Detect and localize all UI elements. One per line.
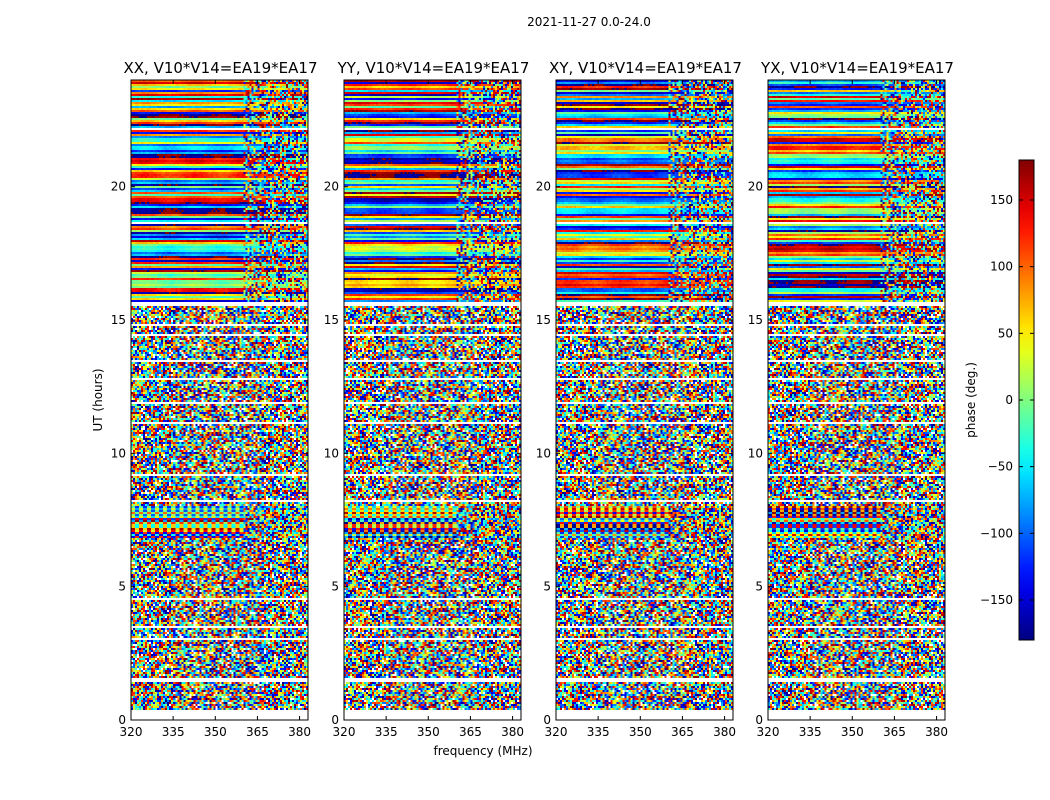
colorbar-tick-label: 0 bbox=[1005, 393, 1013, 407]
x-tick-label: 350 bbox=[629, 725, 652, 739]
panel-1: XX, V10*V14=EA19*EA17 320 335 350 365 380 0 5 10… bbox=[111, 59, 318, 739]
colorbar-tick-label: −100 bbox=[980, 526, 1013, 540]
x-tick-label: 335 bbox=[799, 725, 822, 739]
y-tick-label: 0 bbox=[543, 713, 551, 727]
panel-3: XY, V10*V14=EA19*EA17 320 335 350 365 380 0 5 10… bbox=[536, 59, 742, 739]
y-tick-label: 5 bbox=[755, 580, 763, 594]
y-tick-label: 5 bbox=[331, 580, 339, 594]
panel-frame bbox=[767, 79, 946, 721]
panel-2: YY, V10*V14=EA19*EA17 320 335 350 365 380 0 5 10… bbox=[324, 59, 530, 739]
y-tick-label: 15 bbox=[111, 313, 126, 327]
y-tick-label: 10 bbox=[748, 446, 763, 460]
y-tick-label: 0 bbox=[755, 713, 763, 727]
panel-frame bbox=[130, 79, 309, 721]
y-tick-label: 20 bbox=[324, 180, 339, 194]
y-tick-label: 10 bbox=[111, 446, 126, 460]
colorbar-tick-label: −150 bbox=[980, 593, 1013, 607]
x-tick-label: 320 bbox=[545, 725, 568, 739]
x-tick-label: 365 bbox=[671, 725, 694, 739]
y-tick-label: 10 bbox=[536, 446, 551, 460]
panel-title: YX, V10*V14=EA19*EA17 bbox=[760, 59, 954, 77]
y-tick-label: 10 bbox=[324, 446, 339, 460]
x-tick-label: 350 bbox=[204, 725, 227, 739]
colorbar-label: phase (deg.) bbox=[964, 362, 978, 438]
heatmap-1 bbox=[131, 80, 308, 720]
x-axis-label: frequency (MHz) bbox=[433, 744, 532, 758]
panel-frame bbox=[343, 79, 522, 721]
x-tick-label: 365 bbox=[459, 725, 482, 739]
x-tick-label: 380 bbox=[713, 725, 736, 739]
x-tick-label: 335 bbox=[587, 725, 610, 739]
x-tick-label: 365 bbox=[246, 725, 269, 739]
y-tick-label: 15 bbox=[324, 313, 339, 327]
panel-frame bbox=[555, 79, 734, 721]
heatmap-2 bbox=[344, 80, 521, 720]
x-tick-label: 320 bbox=[333, 725, 356, 739]
panel-title: XX, V10*V14=EA19*EA17 bbox=[123, 59, 317, 77]
y-tick-label: 15 bbox=[536, 313, 551, 327]
colorbar-tick-label: 50 bbox=[998, 326, 1013, 340]
colorbar-tick-label: 150 bbox=[990, 193, 1013, 207]
colorbar-tick-label: −50 bbox=[988, 460, 1013, 474]
x-tick-label: 365 bbox=[883, 725, 906, 739]
y-tick-label: 0 bbox=[118, 713, 126, 727]
x-tick-label: 335 bbox=[375, 725, 398, 739]
y-tick-label: 15 bbox=[748, 313, 763, 327]
colorbar-tick-label: 100 bbox=[990, 260, 1013, 274]
x-tick-label: 350 bbox=[841, 725, 864, 739]
x-tick-label: 380 bbox=[501, 725, 524, 739]
y-tick-label: 20 bbox=[536, 180, 551, 194]
y-tick-label: 20 bbox=[111, 180, 126, 194]
x-tick-label: 380 bbox=[925, 725, 948, 739]
y-axis-label: UT (hours) bbox=[91, 368, 105, 431]
x-tick-label: 320 bbox=[757, 725, 780, 739]
heatmap-4 bbox=[768, 80, 945, 720]
y-tick-label: 5 bbox=[543, 580, 551, 594]
heatmap-3 bbox=[556, 80, 733, 720]
y-tick-label: 5 bbox=[118, 580, 126, 594]
panel-4: YX, V10*V14=EA19*EA17 320 335 350 365 380 0 5 10… bbox=[748, 59, 954, 739]
x-tick-label: 335 bbox=[162, 725, 185, 739]
y-tick-label: 0 bbox=[331, 713, 339, 727]
panel-title: YY, V10*V14=EA19*EA17 bbox=[337, 59, 530, 77]
figure-suptitle: 2021-11-27 0.0-24.0 bbox=[527, 15, 651, 29]
x-tick-label: 350 bbox=[417, 725, 440, 739]
x-tick-label: 320 bbox=[120, 725, 143, 739]
y-tick-label: 20 bbox=[748, 180, 763, 194]
x-tick-label: 380 bbox=[288, 725, 311, 739]
colorbar: −150 −100 −50 0 50 100 150 bbox=[980, 159, 1035, 641]
panel-title: XY, V10*V14=EA19*EA17 bbox=[549, 59, 742, 77]
